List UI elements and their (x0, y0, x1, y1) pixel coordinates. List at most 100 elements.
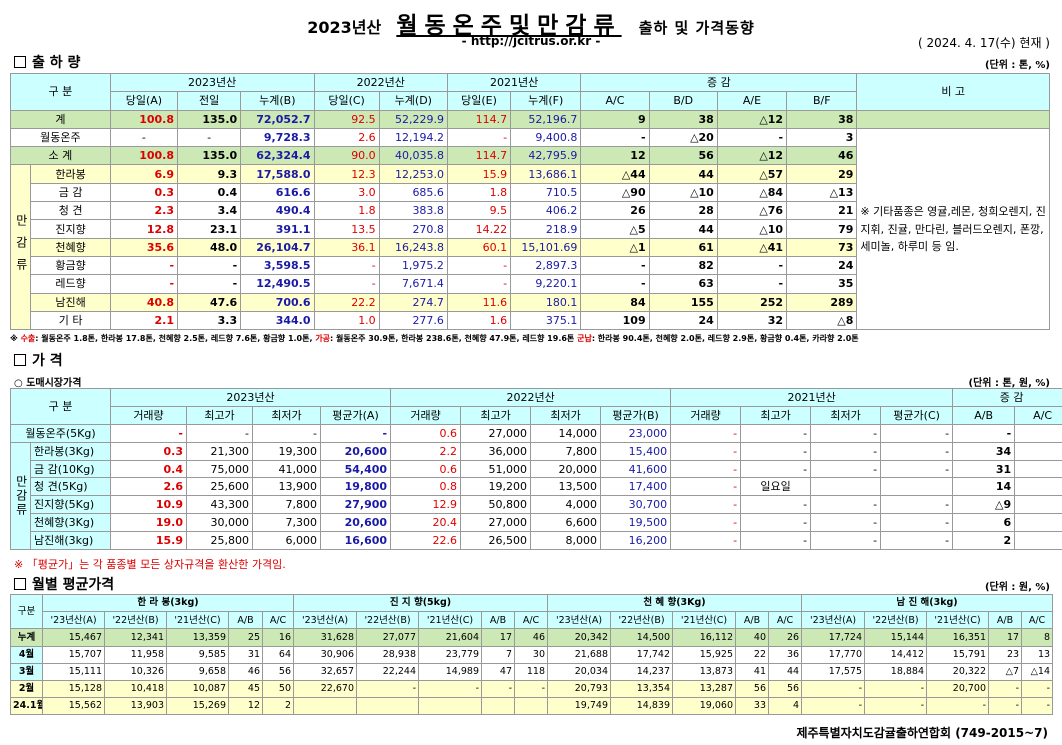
subheader-cell: '23년산(A) (547, 611, 611, 630)
table-row: 기 타 2.1 3.3 344.0 1.0 277.6 1.6 375.1 109 24 32 △8 (11, 310, 1050, 331)
table-cell: - (670, 459, 742, 479)
site-url[interactable]: - http://jcitrus.or.kr - (461, 34, 601, 48)
table-cell: - (716, 274, 788, 294)
table-cell: - (988, 679, 1023, 699)
table-row: 4월 15,707 11,958 9,585 31 64 30,906 28,938 23,77… (10, 645, 1054, 664)
table-cell: 56 (767, 679, 803, 699)
header-2021: 2021년산 (446, 72, 582, 93)
table-cell: 114.7 (446, 146, 512, 166)
report-title: 2023년산 월동온주및만감류 출하 및 가격동향 (0, 6, 1062, 40)
table-cell: 616.6 (240, 182, 315, 203)
table-cell: △44 (580, 164, 650, 184)
row-label: 24.1월 (10, 697, 43, 716)
table-cell: 44 (767, 662, 803, 681)
table-cell: 14,839 (610, 697, 673, 716)
table-cell: - (313, 255, 380, 276)
table-cell: 16,243.8 (378, 237, 448, 257)
table-cell: 10,326 (104, 662, 167, 681)
table-cell: 20,600 (319, 513, 392, 533)
table-cell: △14 (1021, 662, 1054, 681)
table-cell: 406.2 (510, 201, 582, 221)
table-cell: 710.5 (510, 182, 582, 203)
table-cell: 1.0 (313, 310, 380, 331)
row-label: 월동온주 (10, 127, 111, 148)
table-cell: 22 (735, 645, 769, 664)
table-cell: 6,000 (252, 531, 321, 551)
table-cell: - (514, 679, 548, 699)
table-cell: △12 (716, 146, 788, 166)
subheader-cell: A/C (514, 611, 548, 630)
table-cell: - (446, 274, 512, 294)
table-cell: 17 (481, 628, 515, 647)
table-cell: - (670, 495, 742, 515)
table-cell: 1.8 (446, 182, 512, 203)
subheader-cell: 최저가 (810, 405, 882, 425)
table-cell: 43,300 (186, 495, 253, 515)
table-cell: 19,200 (460, 477, 532, 497)
row-label: 금 감 (30, 182, 111, 203)
table-cell: 4 (767, 697, 803, 716)
table-cell: 0.6 (390, 459, 462, 479)
price-unit: (단위 : 톤, 원, %) (968, 378, 1050, 389)
table-cell: 14,000 (530, 423, 602, 443)
table-row: 천혜향(3Kg) 19.0 30,000 7,300 20,600 20.4 27,000 6… (11, 513, 1062, 533)
table-cell: 61 (648, 237, 718, 257)
table-cell: 3,598.5 (240, 255, 315, 276)
table-cell: 27,000 (460, 513, 532, 533)
table-cell: 3.0 (313, 182, 380, 203)
table-cell: - (810, 441, 882, 461)
table-cell: 16,351 (926, 628, 990, 647)
row-label: 기 타 (30, 310, 111, 331)
subheader-cell: A/B (988, 611, 1023, 630)
table-cell: 19,800 (319, 477, 392, 497)
table-cell: 47 (481, 662, 515, 681)
table-cell: 14 (952, 477, 1016, 497)
table-cell: 30,000 (186, 513, 253, 533)
table-cell: - (864, 679, 928, 699)
header-gubun: 구분 (10, 593, 43, 630)
header-2022: 2022년산 (313, 72, 448, 93)
table-cell: 23,779 (418, 645, 482, 664)
table-cell: - (109, 255, 179, 276)
subheader-cell: 최고가 (740, 405, 812, 425)
subheader-cell: '22년산(B) (356, 611, 419, 630)
table-cell: - (740, 441, 812, 461)
table-cell: 21,688 (547, 645, 611, 664)
row-label: 2월 (10, 679, 43, 699)
table-cell: 21,604 (418, 628, 482, 647)
subheader-cell: 거래량 (670, 405, 742, 425)
table-cell: 50 (262, 679, 294, 699)
table-cell: 9,220.1 (510, 274, 582, 294)
shipment-section-title: 출 하 량 (14, 52, 80, 72)
table-cell: 155 (648, 292, 718, 312)
table-cell: 6,600 (530, 513, 602, 533)
table-cell: 100.8 (109, 146, 179, 166)
table-cell: 38 (648, 109, 718, 129)
table-cell: - (716, 255, 788, 276)
table-row: 청 견(5Kg) 2.6 25,600 13,900 19,800 0.8 19,200 13… (11, 477, 1062, 497)
table-cell: - (880, 423, 954, 443)
table-cell: 19,300 (252, 441, 321, 461)
title-subtitle: 출하 및 가격동향 (638, 19, 755, 37)
table-cell: - (670, 441, 742, 461)
subheader-cell: '21년산(C) (166, 611, 229, 630)
table-cell: 75,000 (186, 459, 253, 479)
row-label: 남진해(3kg) (30, 531, 111, 551)
table-cell: - (1014, 495, 1062, 515)
table-cell: - (1021, 679, 1054, 699)
table-cell: 0.4 (110, 459, 187, 479)
table-row: 월동온주 - -9,728.3 2.6 12,194.2-9,400.8- △20-3 ※ … (10, 127, 1050, 331)
table-cell: - (801, 679, 866, 699)
table-cell: 135.0 (177, 109, 242, 129)
checkbox-square-icon (14, 578, 26, 590)
table-row: 청 견 2.3 3.4 490.4 1.8 383.8 9.5 406.2 26 28 △76 21 (11, 201, 1050, 221)
table-cell: 22,670 (293, 679, 357, 699)
table-cell: - (109, 274, 179, 294)
table-cell: 20,793 (547, 679, 611, 699)
table-cell: 50,800 (460, 495, 532, 515)
table-cell: - (109, 127, 179, 148)
table-cell: - (177, 274, 242, 294)
table-cell: 375.1 (510, 310, 582, 331)
table-cell: 19,749 (547, 697, 611, 716)
